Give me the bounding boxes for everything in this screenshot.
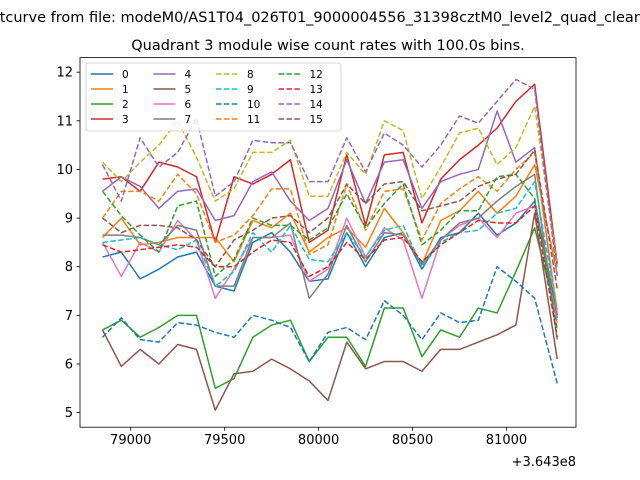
series-line-8 xyxy=(102,105,558,267)
legend-label-5: 5 xyxy=(185,84,192,96)
legend-label-7: 7 xyxy=(185,114,192,126)
legend-label-2: 2 xyxy=(122,99,129,111)
legend-label-15: 15 xyxy=(310,114,323,126)
legend-label-6: 6 xyxy=(185,99,192,111)
series-line-13 xyxy=(102,205,558,338)
series-layer xyxy=(101,78,558,411)
legend-label-9: 9 xyxy=(247,84,254,96)
legend-label-12: 12 xyxy=(310,69,323,81)
x-axis: 79000 79500 80000 80500 81000 xyxy=(110,427,527,448)
figure-suptitle: Lightcurve from file: modeM0/AS1T04_026T… xyxy=(0,10,640,26)
legend-label-14: 14 xyxy=(310,99,324,111)
x-tick-label: 81000 xyxy=(486,433,527,448)
y-tick-label: 9 xyxy=(65,212,73,227)
series-line-7 xyxy=(102,173,558,340)
legend-frame xyxy=(85,62,342,132)
series-line-2 xyxy=(102,227,558,390)
y-axis: 5 6 7 8 9 10 11 12 xyxy=(56,66,80,421)
chart-title: Quadrant 3 module wise count rates with … xyxy=(131,38,525,54)
y-tick-label: 8 xyxy=(65,260,73,275)
series-line-4 xyxy=(102,110,558,316)
y-tick-label: 5 xyxy=(65,406,73,421)
y-tick-label: 7 xyxy=(65,309,73,324)
series-line-1 xyxy=(102,163,558,275)
legend-label-13: 13 xyxy=(310,84,323,96)
y-tick-label: 10 xyxy=(56,163,73,178)
plot-frame xyxy=(79,57,577,428)
x-tick-label: 80500 xyxy=(392,433,433,448)
legend-label-11: 11 xyxy=(247,114,260,126)
legend-label-3: 3 xyxy=(122,114,129,126)
legend-label-10: 10 xyxy=(247,99,260,111)
y-tick-label: 11 xyxy=(56,114,73,129)
x-offset-label: +3.643e8 xyxy=(512,455,576,470)
legend-label-8: 8 xyxy=(247,69,254,81)
x-tick-label: 79000 xyxy=(110,433,151,448)
series-line-10 xyxy=(102,265,558,384)
series-line-11 xyxy=(101,151,558,311)
legend-label-0: 0 xyxy=(122,69,129,81)
series-line-0 xyxy=(102,200,558,316)
y-tick-label: 12 xyxy=(56,66,73,81)
series-line-14 xyxy=(101,78,558,277)
y-tick-label: 6 xyxy=(65,357,73,372)
legend-label-1: 1 xyxy=(122,84,129,96)
series-line-9 xyxy=(102,180,558,311)
series-line-5 xyxy=(101,212,558,411)
x-tick-label: 80000 xyxy=(298,433,339,448)
legend-label-4: 4 xyxy=(185,69,192,81)
x-tick-label: 79500 xyxy=(204,433,245,448)
series-line-3 xyxy=(102,83,558,265)
series-line-15 xyxy=(102,149,558,289)
